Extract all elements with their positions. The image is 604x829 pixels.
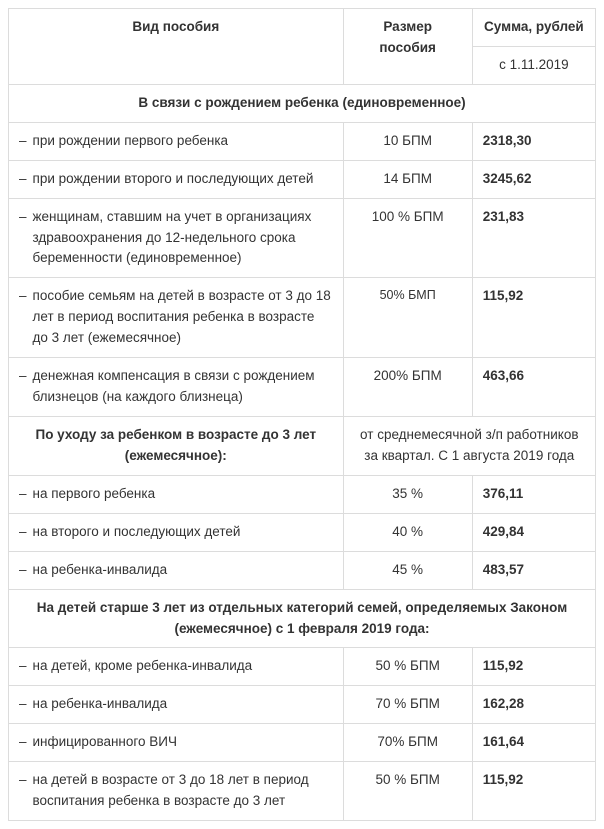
header-type: Вид пособия xyxy=(9,9,344,85)
row-size: 200% БПМ xyxy=(343,358,472,417)
row-sum: 115,92 xyxy=(472,648,595,686)
table-row-type: – на детей, кроме ребенка-инвалида xyxy=(9,648,344,686)
row-label: женщинам, ставшим на учет в организациях… xyxy=(33,207,333,270)
row-label: на детей в возрасте от 3 до 18 лет в пер… xyxy=(33,770,333,812)
table-row-type: –при рождении второго и последующих дете… xyxy=(9,160,344,198)
row-size: 10 БПМ xyxy=(343,122,472,160)
row-label: денежная компенсация в связи с рождением… xyxy=(33,366,333,408)
dash-icon: – xyxy=(19,366,27,408)
dash-icon: – xyxy=(19,286,27,349)
dash-icon: – xyxy=(19,732,27,753)
row-label: инфицированного ВИЧ xyxy=(33,732,333,753)
table-row-type: –на детей в возрасте от 3 до 18 лет в пе… xyxy=(9,762,344,821)
section-title: В связи с рождением ребенка (единовремен… xyxy=(9,84,596,122)
row-label: пособие семьям на детей в возрасте от 3 … xyxy=(33,286,333,349)
dash-icon: – xyxy=(19,522,27,543)
row-sum: 115,92 xyxy=(472,762,595,821)
section-note: от среднемесячной з/п работников за квар… xyxy=(343,416,595,475)
row-size: 50 % БПМ xyxy=(343,648,472,686)
row-sum: 231,83 xyxy=(472,198,595,278)
row-sum: 2318,30 xyxy=(472,122,595,160)
row-size: 100 % БПМ xyxy=(343,198,472,278)
row-label: при рождении второго и последующих детей xyxy=(33,169,333,190)
table-row-type: –на первого ребенка xyxy=(9,475,344,513)
table-row-type: –женщинам, ставшим на учет в организация… xyxy=(9,198,344,278)
row-size: 70% БПМ xyxy=(343,724,472,762)
row-label: на первого ребенка xyxy=(33,484,333,505)
row-label: на ребенка-инвалида xyxy=(33,694,333,715)
row-sum: 162,28 xyxy=(472,686,595,724)
table-row-type: –инфицированного ВИЧ xyxy=(9,724,344,762)
dash-icon: – xyxy=(19,770,27,812)
row-size: 14 БПМ xyxy=(343,160,472,198)
dash-icon: – xyxy=(19,656,27,677)
row-size: 50 % БПМ xyxy=(343,762,472,821)
dash-icon: – xyxy=(19,560,27,581)
row-sum: 161,64 xyxy=(472,724,595,762)
table-row-type: –на ребенка-инвалида xyxy=(9,686,344,724)
table-row-type: –при рождении первого ребенка xyxy=(9,122,344,160)
row-sum: 483,57 xyxy=(472,551,595,589)
row-size: 45 % xyxy=(343,551,472,589)
dash-icon: – xyxy=(19,694,27,715)
row-sum: 376,11 xyxy=(472,475,595,513)
row-size: 40 % xyxy=(343,513,472,551)
row-sum: 463,66 xyxy=(472,358,595,417)
row-size: 35 % xyxy=(343,475,472,513)
dash-icon: – xyxy=(19,169,27,190)
dash-icon: – xyxy=(19,207,27,270)
row-label: на детей, кроме ребенка-инвалида xyxy=(33,656,333,677)
header-size: Размер пособия xyxy=(343,9,472,85)
row-sum: 115,92 xyxy=(472,278,595,358)
row-size: 70 % БПМ xyxy=(343,686,472,724)
header-sum: Сумма, рублей xyxy=(472,9,595,47)
row-label: на второго и последующих детей xyxy=(33,522,333,543)
row-label: при рождении первого ребенка xyxy=(33,131,333,152)
benefits-table: Вид пособияРазмер пособияСумма, рублейс … xyxy=(8,8,596,821)
table-row-type: –на второго и последующих детей xyxy=(9,513,344,551)
dash-icon: – xyxy=(19,484,27,505)
dash-icon: – xyxy=(19,131,27,152)
section-title: На детей старше 3 лет из отдельных катег… xyxy=(9,589,596,648)
table-row-type: –денежная компенсация в связи с рождение… xyxy=(9,358,344,417)
table-row-type: –на ребенка-инвалида xyxy=(9,551,344,589)
header-sum-sub: с 1.11.2019 xyxy=(472,46,595,84)
row-sum: 3245,62 xyxy=(472,160,595,198)
table-row-type: – пособие семьям на детей в возрасте от … xyxy=(9,278,344,358)
row-label: на ребенка-инвалида xyxy=(33,560,333,581)
row-sum: 429,84 xyxy=(472,513,595,551)
section-title: По уходу за ребенком в возрасте до 3 лет… xyxy=(9,416,344,475)
row-size: 50% БМП xyxy=(343,278,472,358)
